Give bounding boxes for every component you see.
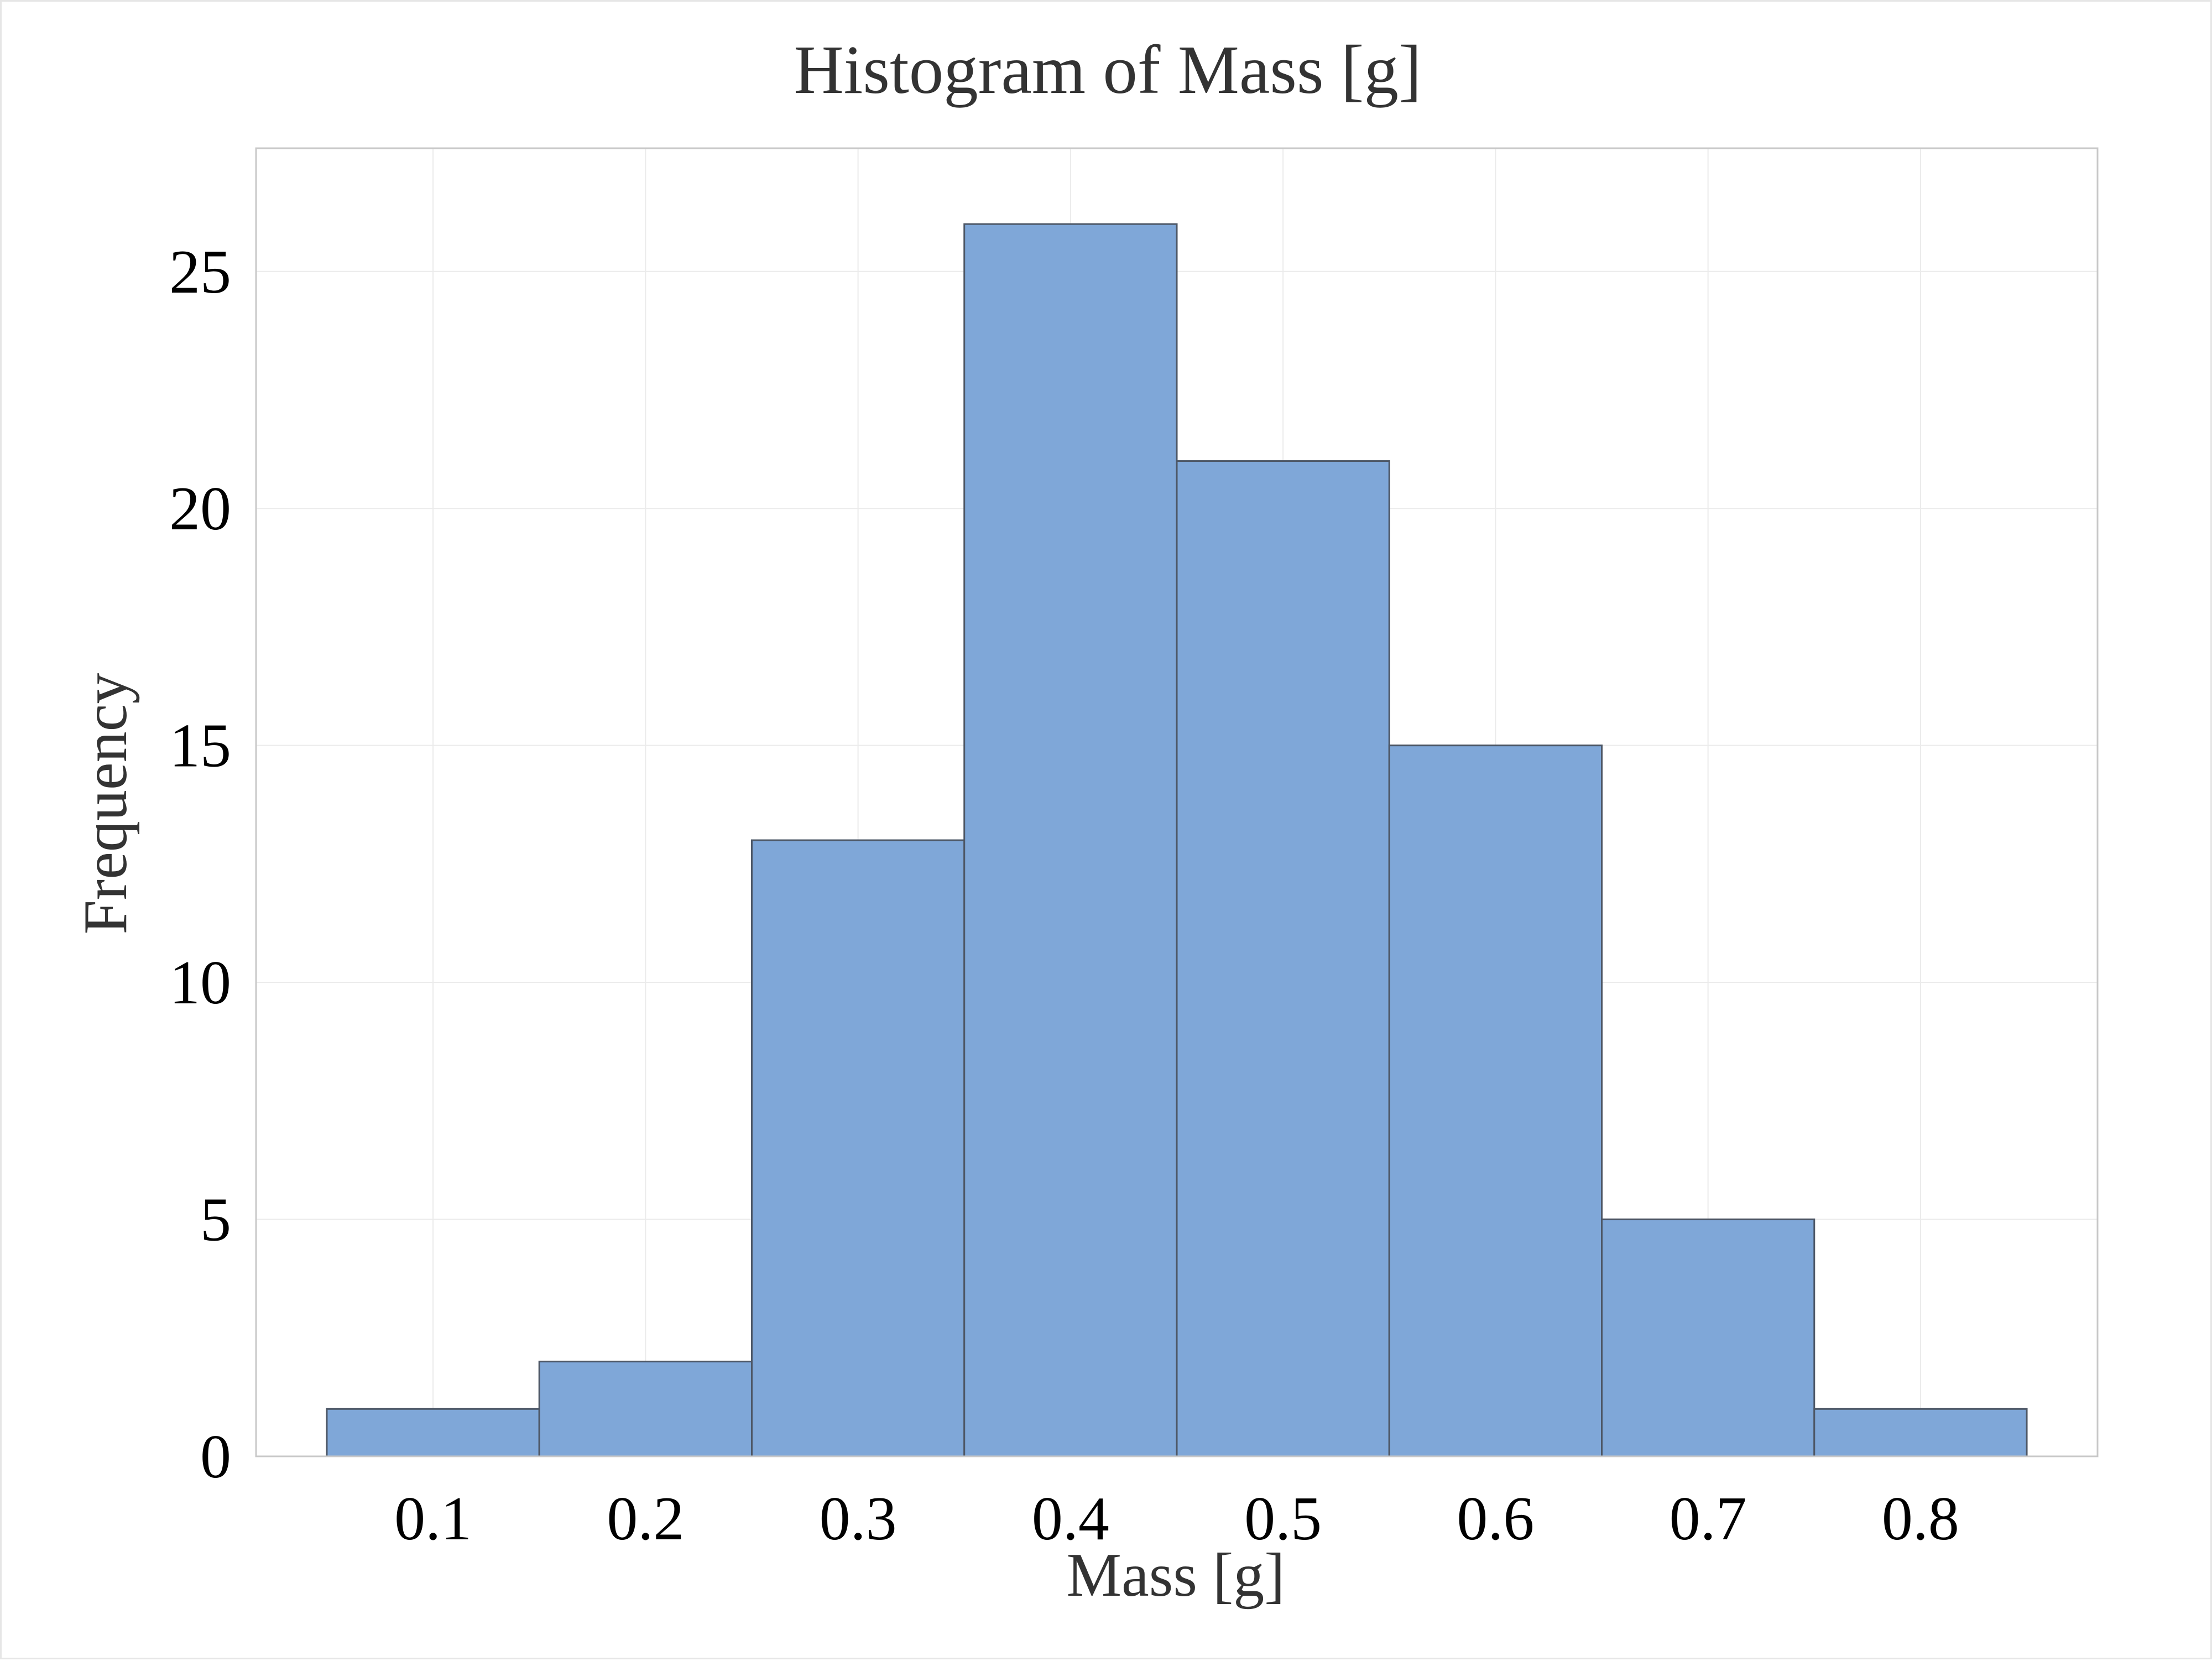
histogram-bar-2 xyxy=(538,1361,753,1457)
y-tick-label: 5 xyxy=(200,1186,231,1254)
histogram-bar-4 xyxy=(963,223,1178,1457)
x-tick-label: 0.7 xyxy=(1670,1485,1747,1553)
x-axis-label: Mass [g] xyxy=(1066,1541,1285,1610)
x-tick-label: 0.4 xyxy=(1032,1485,1109,1553)
x-tick-label: 0.1 xyxy=(394,1485,472,1553)
histogram-bar-5 xyxy=(1176,460,1390,1457)
x-tick-label: 0.6 xyxy=(1457,1485,1534,1553)
histogram-bars xyxy=(326,223,2028,1457)
histogram-bar-6 xyxy=(1388,744,1603,1457)
y-axis-label: Frequency xyxy=(71,673,140,935)
x-tick-label: 0.8 xyxy=(1882,1485,1959,1553)
y-tick-label: 10 xyxy=(169,949,231,1017)
histogram-bar-3 xyxy=(750,839,966,1457)
y-axis-ticks: 0 5 10 15 20 25 xyxy=(169,238,231,1491)
x-tick-label: 0.3 xyxy=(820,1485,897,1553)
x-axis-ticks: 0.1 0.2 0.3 0.4 0.5 0.6 0.7 0.8 xyxy=(394,1485,1959,1553)
x-tick-label: 0.2 xyxy=(607,1485,684,1553)
histogram-bar-7 xyxy=(1601,1219,1815,1457)
chart-title: Histogram of Mass [g] xyxy=(794,32,1421,108)
y-tick-label: 25 xyxy=(169,238,231,306)
y-tick-label: 20 xyxy=(169,475,231,543)
histogram-bar-1 xyxy=(326,1408,540,1457)
plot-frame xyxy=(255,147,2099,1457)
x-tick-label: 0.5 xyxy=(1244,1485,1322,1553)
histogram-bar-8 xyxy=(1813,1408,2028,1457)
y-tick-label: 15 xyxy=(169,712,231,780)
y-tick-label: 0 xyxy=(200,1423,231,1491)
